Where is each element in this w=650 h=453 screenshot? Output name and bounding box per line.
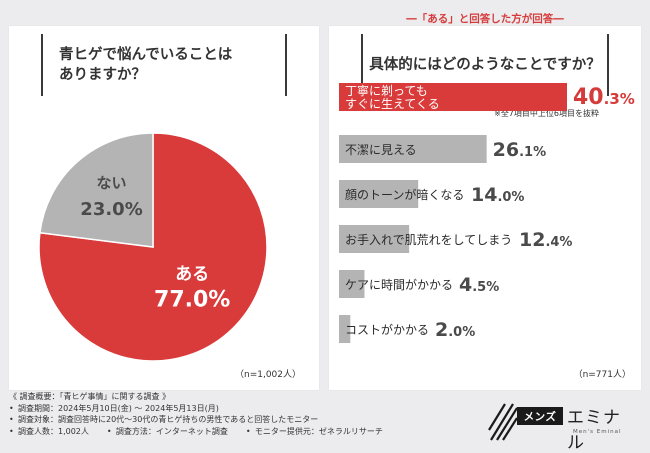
bar-value-4: 4.5%: [459, 274, 499, 296]
left-panel: 青ヒゲで悩んでいることは ありますか？ ある 77.0% ない 23.0% （n=1,…: [9, 26, 319, 390]
bar-1: [339, 135, 487, 163]
bar-2: [339, 180, 419, 208]
bullet-icon: •: [9, 426, 14, 436]
bar-value-1: 26.1%: [493, 139, 546, 161]
bar-label-0-line-0: 丁寧に剃っても: [345, 83, 428, 98]
footer-title: 《 調査概要：「青ヒゲ事情」に関する調査 》: [9, 392, 171, 401]
footer-target: 調査対象：調査回答時に20代～30代の青ヒゲ持ちの男性であると回答したモニター: [18, 415, 319, 425]
footer-count: 調査人数：1,002人: [18, 426, 89, 436]
footer-method: 調査方法：インターネット調査: [115, 426, 228, 436]
bar-label-0-line-1: すぐに生えてくる: [345, 97, 440, 111]
logo-text: エミナル: [567, 408, 621, 453]
right-question: 具体的にはどのようなことですか？: [369, 56, 601, 73]
bar-label-2: 顔のトーンが暗くなる: [345, 187, 464, 202]
left-question-box: 青ヒゲで悩んでいることは ありますか？: [41, 34, 287, 96]
bar-4: [339, 270, 365, 298]
right-question-box: 具体的にはどのようなことですか？: [361, 34, 609, 96]
bar-label-5: コストがかかる: [345, 322, 429, 337]
bar-value-2: 14.0%: [471, 184, 524, 206]
pie-chart: ある 77.0% ない 23.0%: [38, 132, 268, 362]
logo-box: メンズ: [517, 407, 563, 425]
bullet-icon: •: [9, 403, 14, 413]
pie-slice-1: [39, 132, 154, 248]
bar-5: [339, 315, 351, 343]
pie-value-1: 23.0%: [80, 199, 142, 220]
note: ※全7項目中上位6項目を抜粋: [494, 109, 599, 118]
logo-subtext: Men's Eminal: [573, 429, 622, 435]
bar-value-5: 2.0%: [435, 319, 475, 341]
bar-value-3: 12.4%: [519, 229, 572, 251]
pie-label-0: ある: [175, 264, 209, 284]
left-question: 青ヒゲで悩んでいることは ありますか？: [59, 46, 233, 83]
bar-0: [339, 83, 567, 111]
brand-logo: メンズ エミナル Men's Eminal: [487, 402, 637, 453]
bullet-icon: •: [106, 426, 112, 436]
pie-value-0: 77.0%: [154, 287, 230, 312]
footer-provider: モニター提供元：ゼネラルリサーチ: [254, 426, 383, 436]
logo-mark-icon: [488, 403, 518, 441]
survey-footer: 《 調査概要：「青ヒゲ事情」に関する調査 》 • 調査期間：2024年5月10日(…: [9, 391, 471, 437]
bar-3: [339, 225, 410, 253]
pie-label-1: ない: [97, 174, 127, 192]
left-n-label: （n=1,002人）: [234, 370, 301, 380]
right-n-label: （n=771人）: [573, 370, 631, 380]
bullet-icon: •: [9, 415, 14, 425]
footer-period: 調査期間：2024年5月10日(金) ～ 2024年5月13日(月): [18, 403, 219, 413]
respondent-badge: ―「ある」と回答した方が回答―: [406, 13, 564, 25]
right-panel: 具体的にはどのようなことですか？ ※全7項目中上位6項目を抜粋 丁寧に剃ってもす…: [329, 26, 641, 390]
bar-value-0: 40.3%: [573, 85, 635, 110]
bar-label-3: お手入れで肌荒れをしてしまう: [345, 233, 512, 247]
bullet-icon: •: [245, 426, 251, 436]
bar-label-1: 不潔に見える: [345, 143, 417, 157]
bar-label-4: ケアに時間がかかる: [345, 277, 453, 292]
